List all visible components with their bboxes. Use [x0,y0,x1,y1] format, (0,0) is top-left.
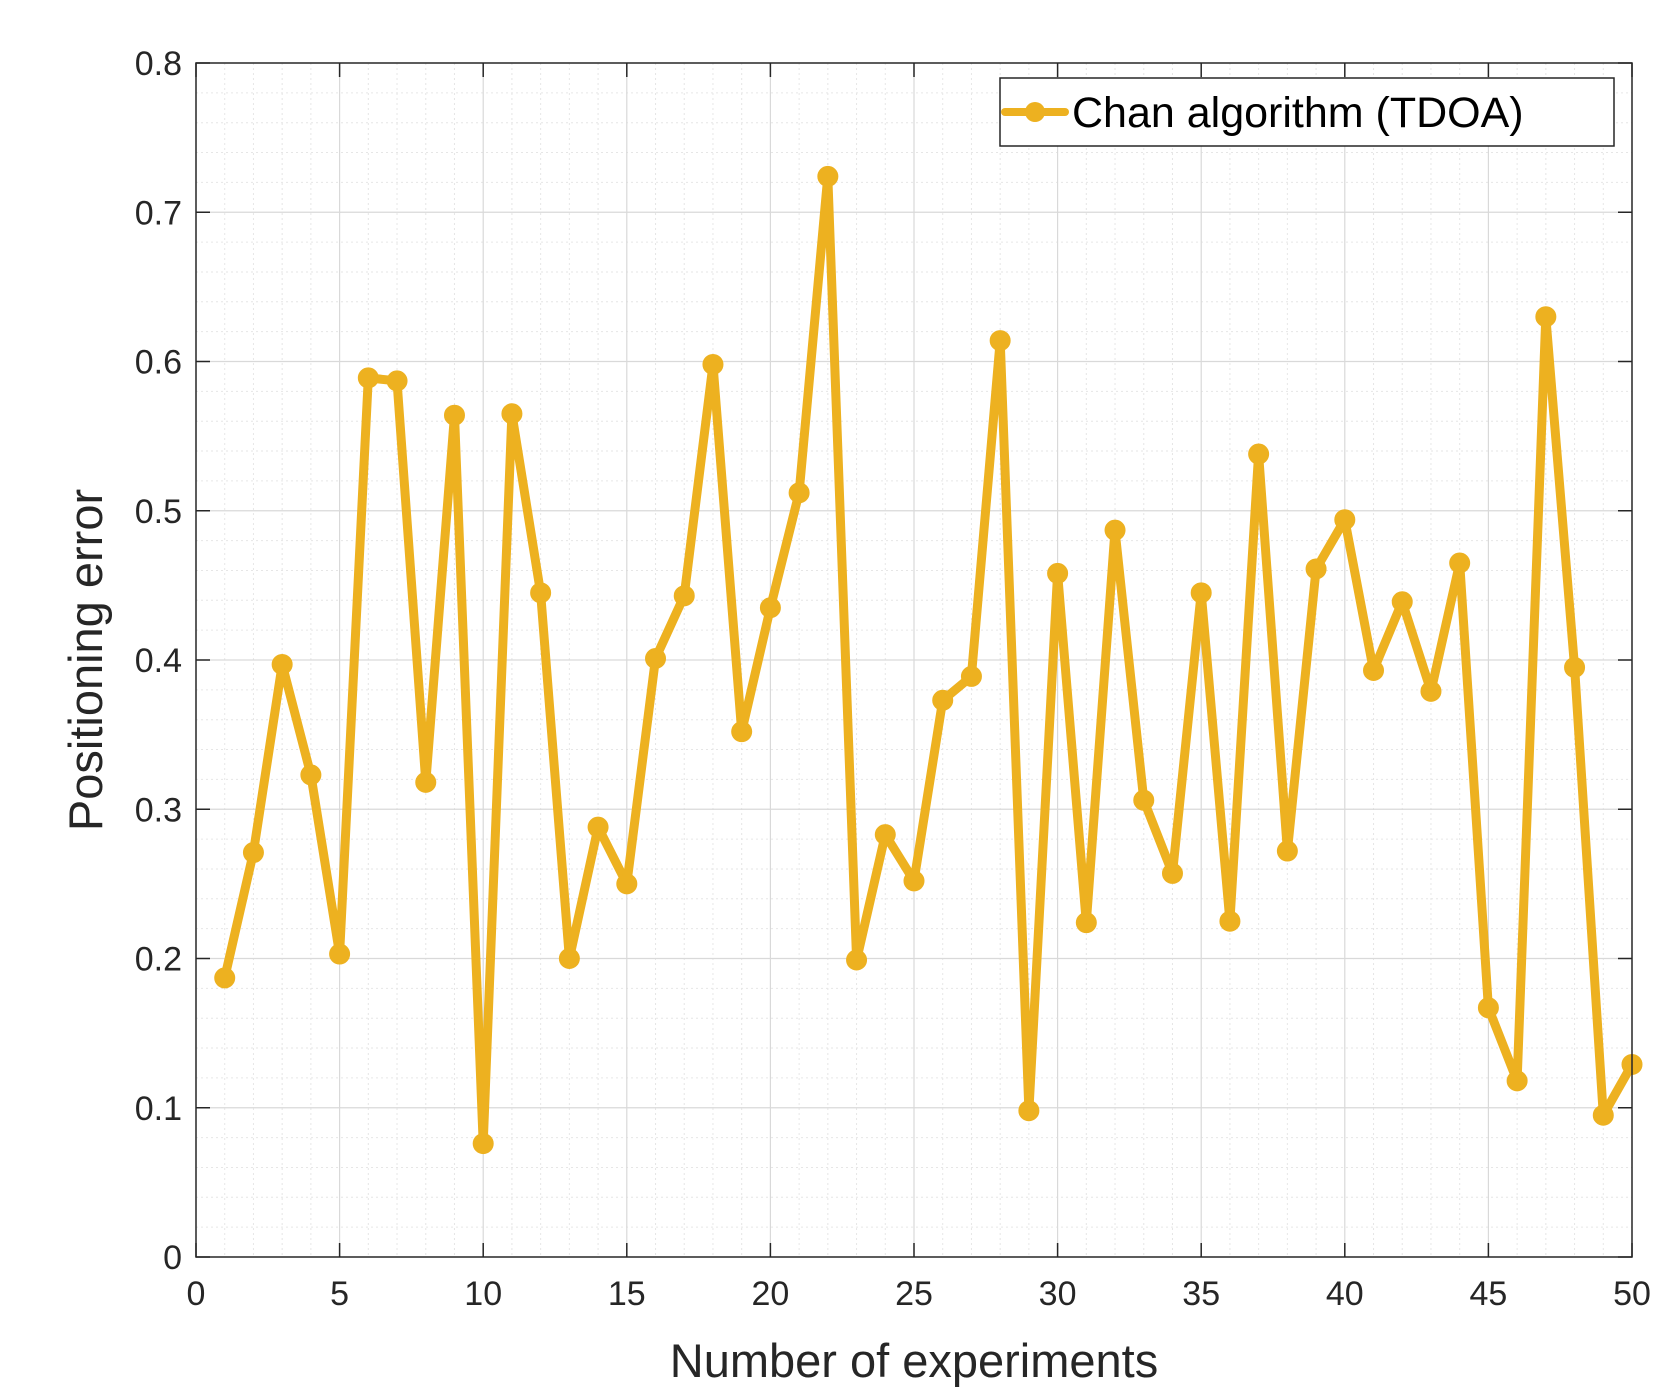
y-tick-label: 0.2 [135,941,182,979]
data-point [1449,552,1471,574]
legend-entry-label: Chan algorithm (TDOA) [1072,89,1524,137]
data-point [587,816,609,838]
x-tick-label: 10 [464,1275,502,1313]
data-point [443,404,465,426]
data-point [558,948,580,969]
y-tick-label: 0 [163,1239,182,1277]
series-layer [214,165,1643,1155]
data-point [1075,912,1097,934]
data-point [1363,659,1385,681]
y-tick-label: 0.5 [135,493,182,531]
x-axis-label: Number of experiments [670,1334,1158,1387]
data-point [1391,591,1413,613]
data-point [386,370,408,392]
x-tick-label: 35 [1182,1275,1220,1313]
data-point [1104,519,1126,541]
data-point [673,585,695,607]
data-point [989,330,1011,352]
y-axis-label: Positioning error [59,489,112,831]
x-tick-label: 0 [187,1275,206,1313]
data-point [1161,862,1183,884]
data-point [645,648,667,670]
y-tick-label: 0.1 [135,1090,182,1128]
x-tick-label: 5 [330,1275,349,1313]
data-point [214,967,236,989]
x-tick-label: 20 [751,1275,789,1313]
x-tick-label: 25 [895,1275,933,1313]
data-point [1420,680,1442,702]
data-point [1018,1100,1040,1122]
data-point [616,873,638,895]
data-point [1477,997,1499,1019]
data-point [1535,306,1557,328]
data-point [415,771,437,793]
legend-marker-swatch [1025,102,1045,122]
data-point [817,165,839,187]
legend: Chan algorithm (TDOA) [999,77,1615,147]
data-point [846,949,868,971]
data-point [501,403,523,425]
data-point [1133,789,1155,811]
data-point [1219,910,1241,932]
y-tick-label: 0.4 [135,642,182,680]
x-tick-label: 15 [608,1275,646,1313]
data-point [472,1133,494,1155]
data-point [1305,558,1327,580]
data-point [1506,1070,1528,1092]
data-point [530,582,552,604]
ticks: 0 5 10 15 20 25 30 35 40 45 50 0 0.1 0.2 0.3 0.4 0.5 0.6 0… [135,45,1651,1313]
y-tick-label: 0.7 [135,194,182,232]
data-point [960,665,982,687]
data-point [271,653,293,675]
x-tick-label: 30 [1039,1275,1077,1313]
data-point [788,482,810,504]
y-tick-label: 0.6 [135,344,182,382]
data-point [731,721,753,743]
legend-box [999,77,1615,147]
data-point [903,870,925,892]
x-tick-label: 45 [1469,1275,1507,1313]
data-point [1564,656,1586,678]
data-point [1248,443,1270,465]
data-point [242,842,264,864]
data-point [759,597,781,619]
data-point [702,353,724,375]
x-tick-label: 40 [1326,1275,1364,1313]
data-point [1190,582,1212,604]
data-point [874,824,896,846]
data-point [1334,509,1356,531]
y-tick-label: 0.3 [135,791,182,829]
data-point [1592,1104,1614,1126]
data-point [932,689,954,711]
data-point [357,367,379,389]
x-tick-label: 50 [1613,1275,1651,1313]
data-point [300,764,322,786]
data-point [1276,840,1298,862]
data-point [329,943,351,965]
data-point [1047,562,1069,584]
series-line [220,171,1637,1149]
y-tick-label: 0.8 [135,45,182,83]
